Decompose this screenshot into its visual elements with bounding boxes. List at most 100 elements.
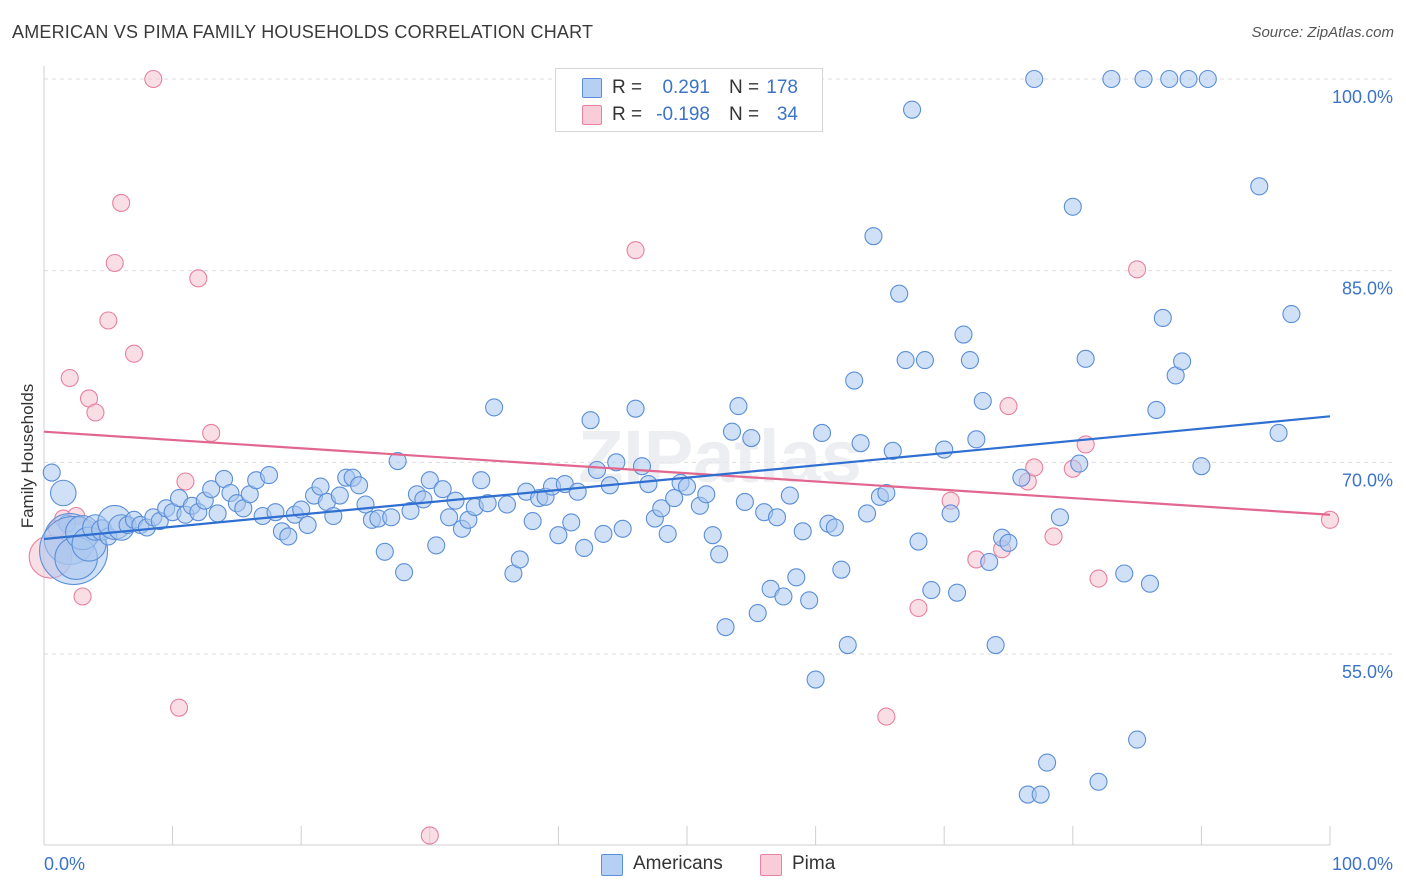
american-point [1128, 730, 1147, 749]
american-point [375, 542, 394, 561]
american-point [350, 476, 369, 495]
american-point [581, 411, 600, 430]
american-point [812, 423, 832, 442]
american-point [1089, 772, 1108, 791]
american-point [748, 604, 767, 623]
american-point [1012, 468, 1031, 487]
american-point [735, 492, 754, 511]
american-point [825, 518, 844, 537]
american-point [980, 552, 999, 572]
pima-trend-line [43, 430, 1331, 516]
x-tick-label: 0.0% [44, 854, 85, 874]
pima-point [169, 698, 189, 717]
american-point [420, 471, 439, 490]
legend-row-pima: R = -0.198 N = 34 [556, 102, 822, 128]
pima-point [202, 423, 221, 442]
pima-point [124, 344, 144, 363]
n-value: 34 [776, 104, 798, 125]
american-point [279, 527, 298, 546]
american-point [729, 397, 748, 416]
american-point [915, 351, 934, 370]
american-point [986, 636, 1005, 655]
pima-point [626, 241, 645, 260]
pima-point [86, 403, 105, 422]
axes [43, 66, 1331, 846]
american-point [575, 538, 594, 557]
american-point [909, 532, 928, 551]
american-point [594, 524, 613, 543]
pima-point [999, 397, 1018, 416]
american-point [311, 477, 330, 496]
pima-points [28, 69, 1340, 845]
american-point [999, 533, 1018, 552]
tick-labels: 55.0% 70.0% 85.0% 100.0% 0.0% 100.0% [44, 87, 1393, 874]
american-point [954, 325, 973, 344]
american-point [652, 499, 671, 518]
american-point [787, 568, 806, 587]
american-point [1063, 197, 1082, 216]
american-point [922, 581, 941, 600]
american-point [902, 100, 922, 119]
americans-swatch [582, 78, 602, 98]
american-point [330, 486, 349, 505]
american-point [395, 563, 414, 582]
pima-legend-label: Pima [792, 853, 836, 874]
y-tick-label: 85.0% [1342, 279, 1393, 299]
american-point [793, 522, 812, 541]
n-label: N = [729, 104, 760, 125]
legend-row-americans: R = 0.291 N = 178 [556, 75, 822, 101]
american-point [767, 508, 787, 527]
r-label: R = [612, 104, 643, 125]
chart-title: AMERICAN VS PIMA FAMILY HOUSEHOLDS CORRE… [12, 22, 594, 42]
american-point [497, 495, 517, 514]
american-point [433, 480, 452, 499]
american-point [401, 501, 420, 520]
pima-point [112, 193, 131, 212]
n-value: 178 [766, 77, 798, 98]
american-point [1115, 564, 1134, 583]
american-point [864, 227, 883, 246]
american-point [697, 485, 716, 504]
american-point [1269, 423, 1288, 442]
american-point [941, 504, 960, 523]
american-point [259, 466, 279, 485]
american-point [1070, 454, 1089, 473]
american-point [1198, 69, 1217, 89]
american-point [665, 489, 684, 508]
american-point [587, 460, 607, 480]
pima-point [909, 598, 928, 618]
r-value: 0.291 [662, 77, 710, 98]
american-point [742, 429, 761, 448]
americans-legend-label: Americans [633, 853, 723, 874]
american-point [472, 471, 491, 490]
american-point [632, 457, 652, 476]
american-point [1192, 457, 1211, 476]
r-value: -0.198 [656, 104, 710, 125]
american-point [1147, 400, 1166, 419]
r-label: R = [612, 77, 643, 98]
american-point [478, 494, 497, 513]
american-point [613, 519, 632, 538]
pima-point [420, 826, 439, 845]
american-point [703, 526, 722, 545]
pima-point [189, 269, 208, 288]
americans-trend-line [43, 415, 1331, 541]
american-point [427, 536, 446, 555]
american-point [1173, 352, 1192, 371]
pima-swatch [582, 105, 602, 125]
american-point [774, 587, 793, 606]
grid-lines [44, 78, 1392, 655]
american-point [1282, 305, 1301, 324]
american-point [883, 441, 902, 460]
trend-lines [43, 415, 1331, 541]
american-point [510, 550, 529, 569]
americans-legend-swatch [601, 854, 623, 876]
american-point [626, 399, 645, 418]
american-point [202, 480, 221, 499]
american-point [948, 583, 967, 602]
american-point [658, 524, 677, 543]
american-point [356, 495, 375, 514]
american-point [1102, 69, 1121, 89]
american-point [42, 463, 61, 482]
